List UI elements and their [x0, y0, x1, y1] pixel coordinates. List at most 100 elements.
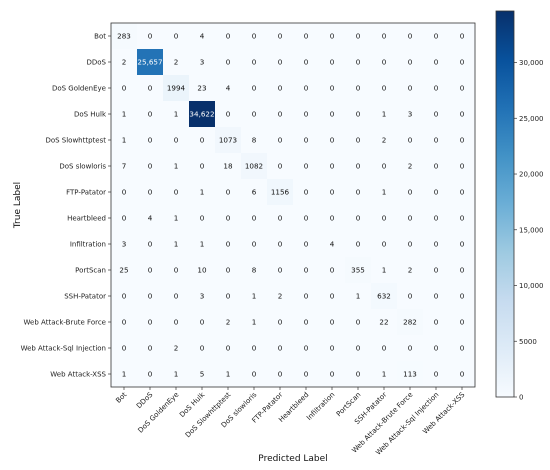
- cell-value-label: 0: [408, 58, 413, 67]
- cell-value-label: 18: [223, 162, 233, 171]
- heatmap-cell: [423, 153, 450, 180]
- cell-value-label: 10: [197, 266, 207, 275]
- heatmap-cell: [371, 127, 398, 154]
- cell-value-label: 1: [174, 240, 179, 249]
- cell-value-label: 0: [226, 214, 231, 223]
- heatmap-cell: [371, 205, 398, 232]
- cell-value-label: 2: [122, 58, 127, 67]
- y-tick-label-dos-goldeneye: DoS GoldenEye: [52, 85, 106, 93]
- heatmap-cell: [241, 335, 268, 362]
- heatmap-cell: [371, 23, 398, 50]
- cell-value-label: 0: [304, 136, 309, 145]
- cell-value-label: 0: [174, 136, 179, 145]
- cell-value-label: 0: [304, 162, 309, 171]
- cell-value-label: 0: [330, 162, 335, 171]
- heatmap-cell: [241, 361, 268, 388]
- heatmap-cell: [267, 101, 294, 128]
- heatmap-cell: [215, 205, 242, 232]
- cell-value-label: 0: [382, 84, 387, 93]
- heatmap-cell: [111, 335, 138, 362]
- heatmap-cell: [215, 75, 242, 102]
- cell-value-label: 0: [200, 214, 205, 223]
- heatmap-cell: [371, 75, 398, 102]
- cell-value-label: 0: [356, 318, 361, 327]
- heatmap-cell: [189, 257, 216, 284]
- heatmap-cell: [137, 153, 164, 180]
- heatmap-cell: [189, 153, 216, 180]
- heatmap-cell: [449, 205, 476, 232]
- heatmap-cell: [319, 205, 346, 232]
- cell-value-label: 1: [382, 266, 387, 275]
- heatmap-cell: [163, 231, 190, 258]
- y-axis-title: True Label: [13, 182, 23, 229]
- cell-value-label: 0: [304, 188, 309, 197]
- heatmap-cells: 283 0 0 4 0 0 0 0 0 0 0 0 0 02 25,657 2 3 0 0 0 0 0 0 0 0 0 00 0 199…: [111, 23, 476, 388]
- heatmap-cell: [345, 127, 372, 154]
- heatmap-cell: [293, 75, 320, 102]
- heatmap-cell: [423, 283, 450, 310]
- cell-value-label: 0: [122, 292, 127, 301]
- cell-value-label: 4: [148, 214, 153, 223]
- heatmap-cell: [189, 179, 216, 206]
- cell-value-label: 1: [174, 110, 179, 119]
- cell-value-label: 355: [351, 266, 365, 275]
- cell-value-label: 0: [200, 318, 205, 327]
- heatmap-cell: [397, 153, 424, 180]
- heatmap-cell: [267, 205, 294, 232]
- heatmap-cell: [397, 257, 424, 284]
- heatmap-cell: [189, 75, 216, 102]
- cell-value-label: 0: [434, 110, 439, 119]
- heatmap-cell: [163, 127, 190, 154]
- heatmap-cell: [137, 283, 164, 310]
- heatmap-cell: [163, 101, 190, 128]
- heatmap-cell: [189, 335, 216, 362]
- cell-value-label: 0: [278, 110, 283, 119]
- heatmap-cell: [137, 309, 164, 336]
- heatmap-cell: [345, 309, 372, 336]
- cell-value-label: 0: [382, 162, 387, 171]
- colorbar-tick-label: 25,000: [519, 115, 544, 123]
- cell-value-label: 0: [122, 318, 127, 327]
- heatmap-cell: [241, 75, 268, 102]
- heatmap-cell: [293, 179, 320, 206]
- x-axis-title: Predicted Label: [258, 454, 327, 464]
- heatmap-cell: [111, 257, 138, 284]
- colorbar-tick-label: 15,000: [519, 226, 544, 234]
- heatmap-cell: [423, 205, 450, 232]
- cell-value-label: 0: [382, 32, 387, 41]
- cell-value-label: 0: [304, 318, 309, 327]
- cell-value-label: 0: [304, 240, 309, 249]
- heatmap-cell: [215, 231, 242, 258]
- heatmap-cell: [241, 179, 268, 206]
- cell-value-label: 1: [122, 136, 127, 145]
- heatmap-cell: [397, 309, 424, 336]
- cell-value-label: 2: [408, 266, 413, 275]
- heatmap-cell: [137, 257, 164, 284]
- cell-value-label: 0: [174, 318, 179, 327]
- heatmap-cell: [397, 23, 424, 50]
- heatmap-cell: [137, 127, 164, 154]
- heatmap-cell: [397, 127, 424, 154]
- cell-value-label: 1994: [167, 84, 186, 93]
- colorbar-tick-label: 10,000: [519, 282, 544, 290]
- cell-value-label: 0: [460, 214, 465, 223]
- cell-value-label: 0: [356, 136, 361, 145]
- heatmap-cell: [345, 101, 372, 128]
- cell-value-label: 2: [408, 162, 413, 171]
- heatmap-cell: [397, 361, 424, 388]
- cell-value-label: 0: [148, 240, 153, 249]
- cell-value-label: 2: [226, 318, 231, 327]
- heatmap-cell: [423, 75, 450, 102]
- heatmap-cell: [423, 179, 450, 206]
- heatmap-cell: [137, 205, 164, 232]
- heatmap-cell: [319, 231, 346, 258]
- heatmap-cell: [293, 283, 320, 310]
- cell-value-label: 0: [382, 240, 387, 249]
- heatmap-cell: [423, 257, 450, 284]
- heatmap-cell: [319, 75, 346, 102]
- cell-value-label: 0: [122, 84, 127, 93]
- heatmap-cell: [319, 101, 346, 128]
- heatmap-cell: [189, 127, 216, 154]
- heatmap-cell: [111, 309, 138, 336]
- cell-value-label: 0: [252, 370, 257, 379]
